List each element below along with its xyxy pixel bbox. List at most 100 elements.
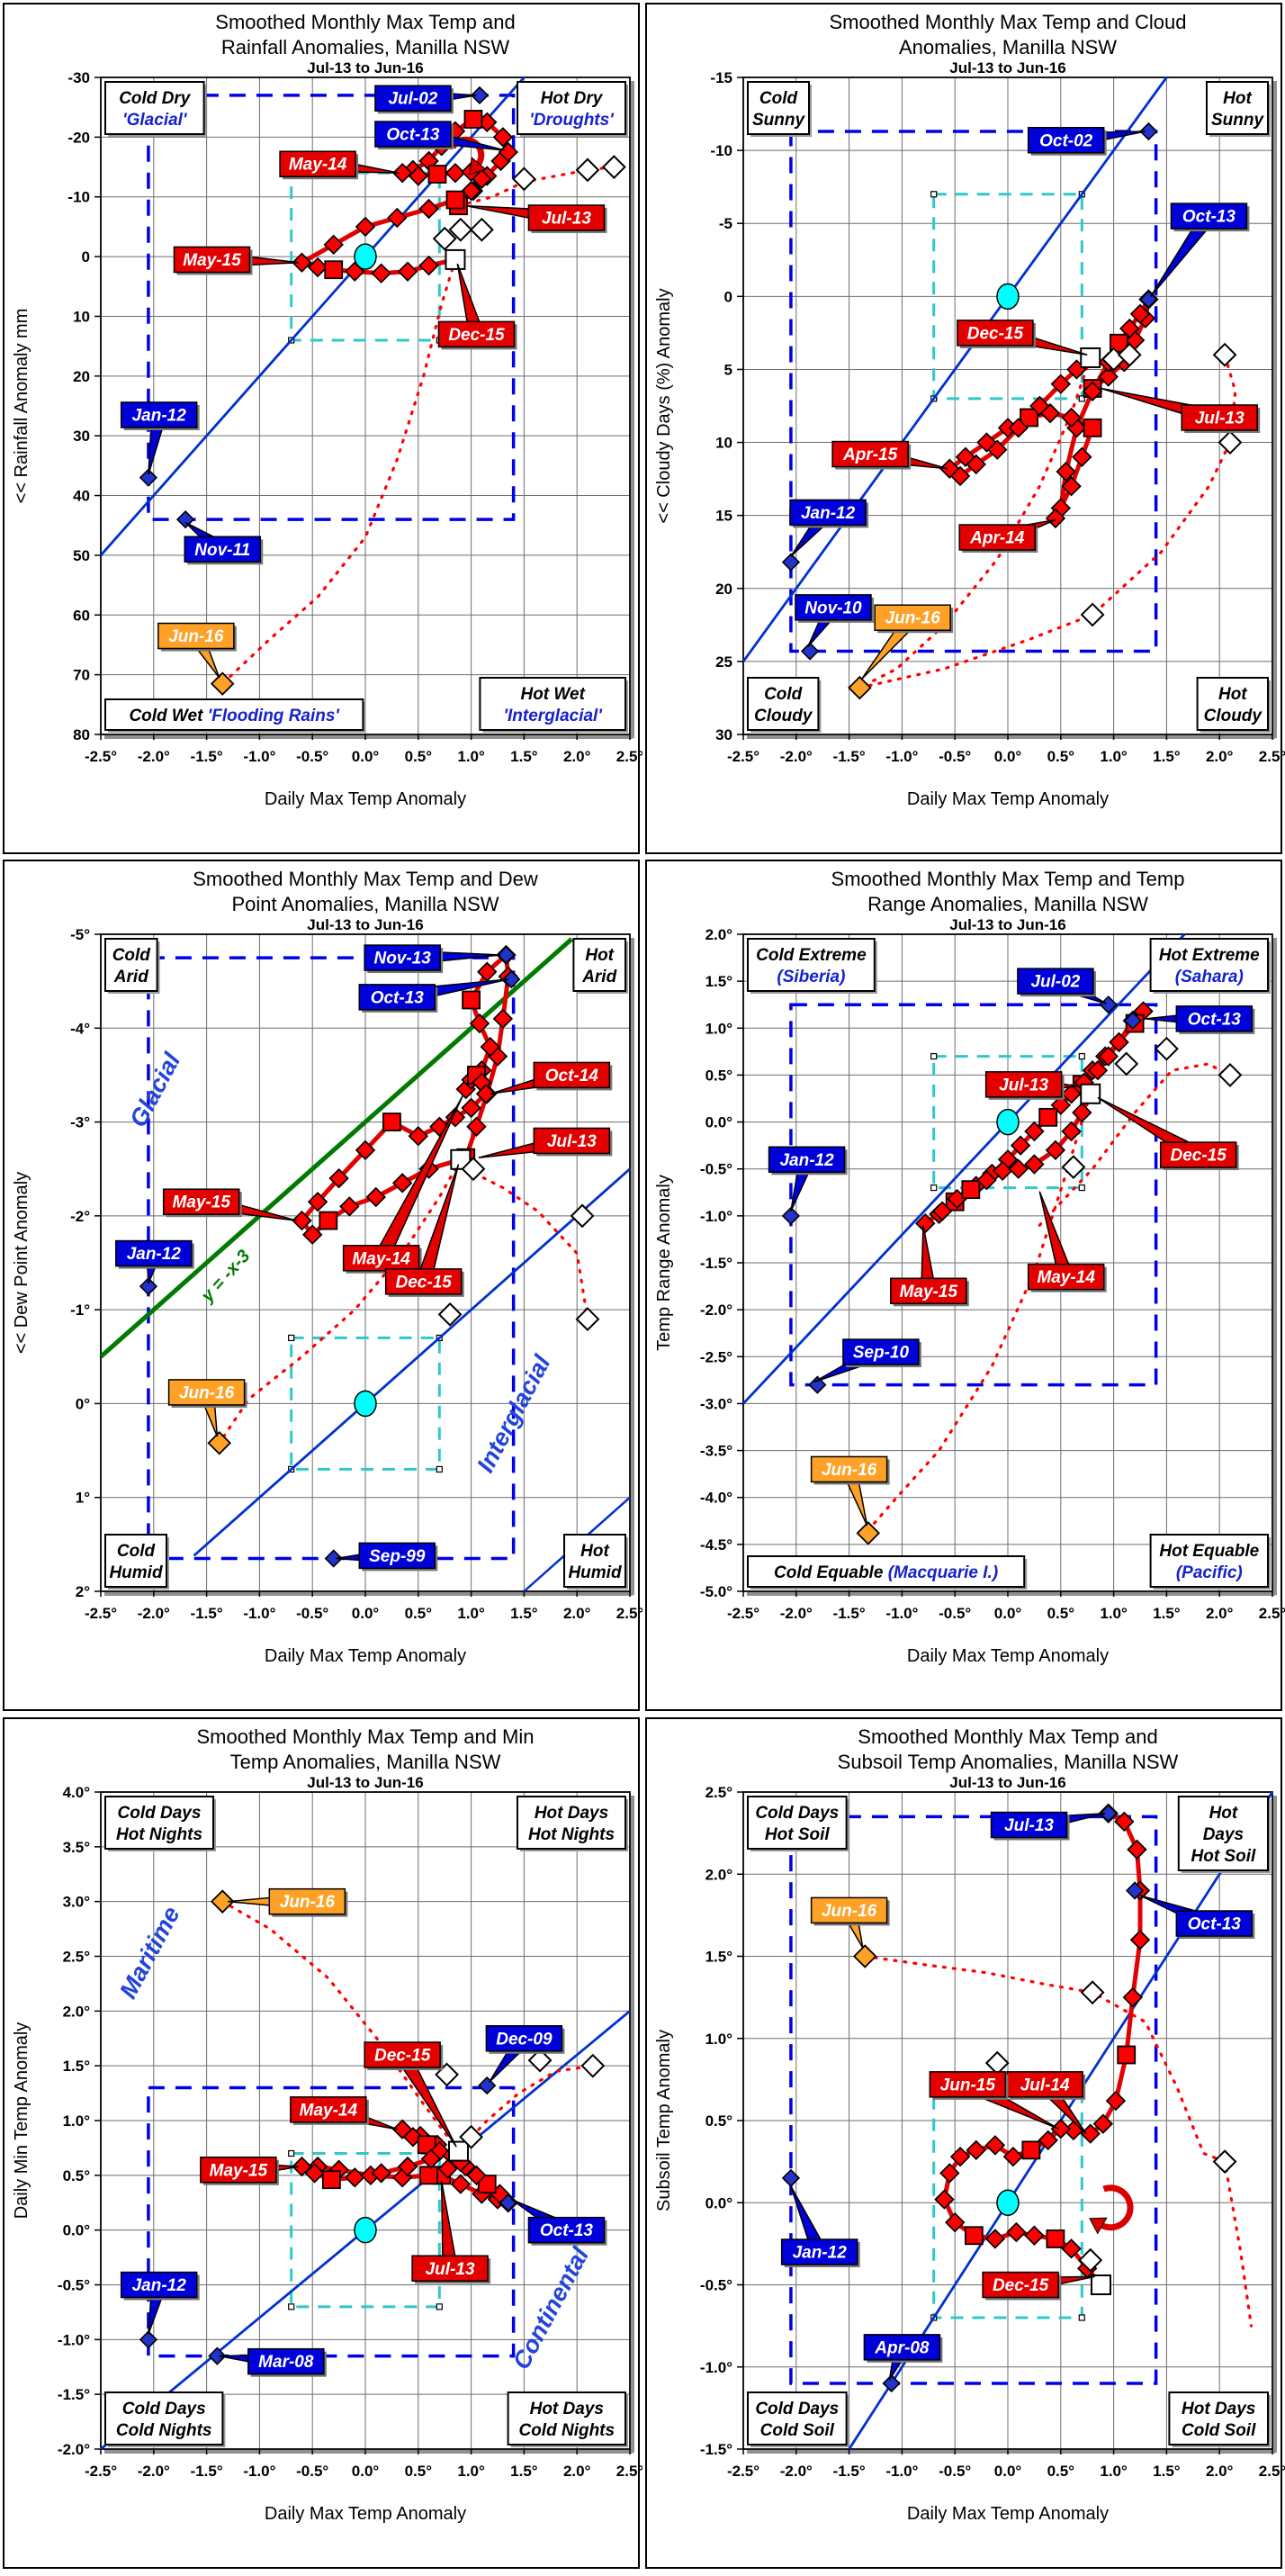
open-diamond-points [1080, 342, 1243, 627]
svg-text:Subsoil Temp Anomalies, Manill: Subsoil Temp Anomalies, Manilla NSW [838, 1751, 1179, 1773]
svg-text:1.5°: 1.5° [1153, 2463, 1181, 2480]
svg-text:Sep-10: Sep-10 [853, 1344, 910, 1363]
svg-text:Jul-13: Jul-13 [542, 209, 591, 228]
svg-text:Mar-08: Mar-08 [258, 2353, 314, 2372]
svg-text:Hot Days: Hot Days [535, 1804, 608, 1823]
quadrant-label-bottom-left: Cold Equable (Macquarie I.) [747, 1555, 1028, 1590]
callout-jul-13: Jul-13 [1101, 387, 1261, 433]
callout-jun-15: Jun-15 [929, 2071, 1059, 2130]
quadrant-label-top-right: Hot Days Hot Soil [1177, 1796, 1271, 1873]
svg-text:30: 30 [73, 428, 90, 445]
svg-text:'Glacial': 'Glacial' [122, 111, 188, 130]
svg-text:1.0°: 1.0° [1100, 1605, 1128, 1622]
svg-text:Anomalies, Manilla NSW: Anomalies, Manilla NSW [899, 36, 1117, 59]
svg-text:3.5°: 3.5° [63, 1839, 91, 1856]
svg-text:-2.0°: -2.0° [700, 1302, 732, 1319]
svg-text:-1.0°: -1.0° [885, 2463, 918, 2480]
callout-may-15: May-15 [200, 2157, 300, 2185]
svg-text:Jul-13: Jul-13 [547, 1132, 597, 1151]
panel-subsoil: Smoothed Monthly Max Temp and Subsoil Tem… [642, 1715, 1285, 2571]
quadrant-label-bottom-right: Hot Cloudy [1196, 677, 1271, 733]
svg-text:-1.5°: -1.5° [191, 1605, 223, 1622]
svg-text:0.0°: 0.0° [352, 748, 380, 765]
quadrant-label-bottom-left: Cold Days Cold Soil [747, 2391, 849, 2447]
svg-text:1.0°: 1.0° [705, 1020, 733, 1037]
record-points [781, 995, 1142, 1394]
svg-text:0.5°: 0.5° [405, 2463, 433, 2480]
dotted-series [220, 1900, 461, 2153]
svg-text:May-15: May-15 [210, 2161, 268, 2180]
svg-text:Jul-13 to Jun-16: Jul-13 to Jun-16 [307, 916, 423, 933]
svg-text:1.5°: 1.5° [510, 748, 538, 765]
svg-text:Hot: Hot [1209, 1804, 1238, 1823]
svg-text:0.5°: 0.5° [1047, 2463, 1075, 2480]
svg-text:-5: -5 [719, 215, 732, 232]
one-to-one-line [741, 77, 1168, 662]
origin-marker [354, 1390, 377, 1418]
callout-nov-13: Nov-13 [364, 944, 501, 974]
svg-text:2.5°: 2.5° [616, 2463, 642, 2480]
cycle-arrowhead [1089, 2217, 1108, 2235]
quadrant-label-top-right: Hot Extreme (Sahara) [1149, 938, 1271, 994]
callout-jul-02: Jul-02 [374, 85, 477, 114]
svg-text:0.5°: 0.5° [1047, 748, 1075, 765]
y-axis-label: Temp Range Anomaly [654, 1175, 674, 1351]
callout-jul-13: Jul-13 [984, 1071, 1078, 1100]
quadrant-label-top-left: Cold Sunny [747, 81, 812, 137]
quadrant-label-bottom-left: Cold Days Cold Nights [104, 2391, 226, 2447]
svg-text:20: 20 [715, 581, 732, 598]
svg-text:Hot Wet: Hot Wet [520, 685, 585, 704]
svg-text:1.0°: 1.0° [1100, 748, 1128, 765]
svg-text:2°: 2° [76, 1583, 90, 1600]
quadrant-label-bottom-right: Hot Humid [563, 1534, 628, 1590]
callout-jun-16: Jun-16 [157, 622, 237, 679]
svg-text:-15: -15 [710, 69, 732, 86]
quadrant-label-top-right: Hot Dry 'Droughts' [517, 81, 628, 137]
callout-nov-11: Nov-11 [184, 521, 264, 565]
svg-text:-1.5°: -1.5° [700, 1255, 732, 1272]
x-axis-label: Daily Max Temp Anomaly [907, 1646, 1109, 1666]
callout-mar-08: Mar-08 [219, 2347, 327, 2377]
svg-text:-1.0°: -1.0° [58, 2331, 90, 2348]
callout-jan-12: Jan-12 [789, 499, 869, 557]
svg-text:Dec-15: Dec-15 [993, 2276, 1049, 2295]
svg-text:-3.0°: -3.0° [700, 1395, 732, 1412]
callout-may-14: May-14 [290, 2096, 398, 2130]
svg-text:-2.0°: -2.0° [780, 2463, 813, 2480]
svg-text:Jul-02: Jul-02 [388, 90, 437, 109]
svg-text:Cold Days: Cold Days [755, 1804, 839, 1823]
record-envelope-rect [789, 130, 1158, 653]
open-diamond-points [437, 1157, 600, 1331]
svg-text:25: 25 [715, 653, 732, 671]
svg-text:Jul-13 to Jun-16: Jul-13 to Jun-16 [307, 59, 423, 77]
plot-frame [100, 77, 631, 735]
svg-text:0.5°: 0.5° [705, 2112, 733, 2130]
normal-range-rect [932, 1055, 1083, 1190]
callout-jul-14: Jul-14 [1006, 2071, 1087, 2135]
svg-text:-3°: -3° [70, 1114, 90, 1131]
quadrant-label-top-right: Hot Days Hot Nights [517, 1796, 628, 1851]
svg-text:1.0°: 1.0° [457, 748, 485, 765]
svg-text:Rainfall Anomalies, Manilla NS: Rainfall Anomalies, Manilla NSW [221, 36, 510, 59]
svg-text:-1.5°: -1.5° [58, 2386, 90, 2403]
svg-text:Oct-13: Oct-13 [540, 2221, 594, 2240]
record-points [139, 2076, 517, 2365]
svg-text:1.5°: 1.5° [1153, 1605, 1181, 1622]
svg-text:-2.0°: -2.0° [138, 748, 170, 765]
callout-jul-13: Jul-13 [465, 204, 607, 233]
svg-text:0.0°: 0.0° [705, 1114, 733, 1131]
svg-text:0.5°: 0.5° [705, 1067, 733, 1084]
quadrant-label-top-right: Hot Sunny [1206, 81, 1271, 137]
svg-text:Cold Days: Cold Days [118, 1804, 202, 1823]
plot-frame [742, 1791, 1273, 2450]
svg-text:'Droughts': 'Droughts' [529, 111, 615, 130]
svg-text:Oct-13: Oct-13 [1188, 1915, 1242, 1934]
callout-oct-13: Oct-13 [358, 978, 508, 1013]
x-axis-label: Daily Max Temp Anomaly [907, 2504, 1109, 2524]
one-to-one-line [99, 77, 526, 556]
svg-text:Jun-16: Jun-16 [280, 1893, 336, 1912]
quadrant-label-bottom-right: Hot Days Cold Soil [1168, 2391, 1271, 2447]
dewpoint-chart: Smoothed Monthly Max Temp and Dew Point A… [3, 860, 643, 1711]
svg-text:(Sahara): (Sahara) [1175, 968, 1244, 986]
svg-text:Hot: Hot [1218, 685, 1247, 704]
